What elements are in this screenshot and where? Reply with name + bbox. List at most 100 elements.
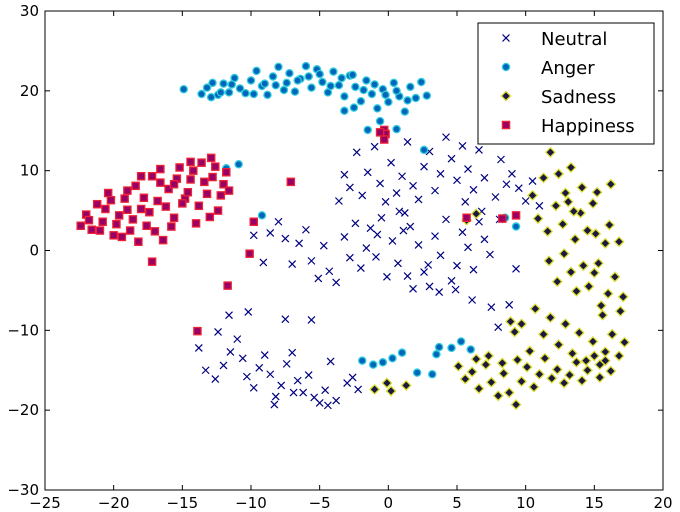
point-sadness xyxy=(581,225,593,237)
point-neutral xyxy=(512,264,520,273)
point-anger xyxy=(428,369,437,379)
point-happiness xyxy=(156,164,165,174)
point-anger xyxy=(290,87,300,96)
point-sadness xyxy=(400,379,412,391)
point-neutral xyxy=(270,400,279,409)
point-neutral xyxy=(281,315,290,324)
point-neutral xyxy=(388,236,397,245)
point-anger xyxy=(412,368,422,377)
point-neutral xyxy=(288,260,297,268)
point-sadness xyxy=(559,187,572,199)
point-neutral xyxy=(497,155,505,164)
point-neutral xyxy=(307,256,316,265)
point-happiness xyxy=(84,215,94,225)
point-anger xyxy=(293,76,302,85)
point-neutral xyxy=(403,272,412,280)
point-happiness xyxy=(186,175,195,184)
point-happiness xyxy=(213,206,223,215)
legend-marker-sadness xyxy=(500,90,512,102)
point-happiness xyxy=(142,221,151,231)
point-happiness xyxy=(511,211,521,220)
point-anger xyxy=(301,61,311,71)
point-happiness xyxy=(208,172,217,182)
x-tick-label: −10 xyxy=(235,494,267,512)
point-anger xyxy=(351,82,360,92)
point-happiness xyxy=(219,179,228,189)
y-tick-label: −30 xyxy=(7,481,39,499)
point-sadness xyxy=(570,285,582,297)
point-sadness xyxy=(511,354,523,366)
point-sadness xyxy=(470,208,482,220)
point-happiness xyxy=(197,158,206,167)
point-anger xyxy=(434,342,444,352)
point-sadness xyxy=(576,181,588,193)
point-sadness xyxy=(613,236,625,248)
point-happiness xyxy=(379,135,389,144)
point-sadness xyxy=(516,375,528,387)
point-sadness xyxy=(509,326,521,338)
point-anger xyxy=(227,80,237,89)
point-sadness xyxy=(485,376,497,388)
point-happiness xyxy=(103,188,113,198)
point-neutral xyxy=(425,282,434,291)
point-happiness xyxy=(223,281,232,290)
point-neutral xyxy=(399,226,408,235)
point-neutral xyxy=(458,228,467,237)
point-neutral xyxy=(398,172,406,181)
point-happiness xyxy=(498,214,507,223)
point-neutral xyxy=(436,251,445,260)
point-sadness xyxy=(551,363,563,375)
point-sadness xyxy=(587,197,599,209)
point-neutral xyxy=(387,158,396,167)
point-neutral xyxy=(424,260,433,269)
point-neutral xyxy=(340,170,349,179)
point-sadness xyxy=(564,369,576,381)
point-anger xyxy=(359,85,368,95)
point-anger xyxy=(202,83,212,92)
point-sadness xyxy=(553,168,565,180)
point-neutral xyxy=(494,323,503,332)
point-sadness xyxy=(603,219,615,231)
point-happiness xyxy=(95,226,105,235)
series-neutral xyxy=(194,128,544,410)
point-neutral xyxy=(461,197,470,206)
y-tick-label: 30 xyxy=(20,2,39,20)
point-neutral xyxy=(242,372,251,381)
point-anger xyxy=(197,89,206,99)
point-neutral xyxy=(225,311,233,320)
point-anger xyxy=(362,76,371,85)
point-neutral xyxy=(464,165,472,173)
point-anger xyxy=(466,345,475,354)
point-neutral xyxy=(325,267,334,276)
point-anger xyxy=(179,84,188,94)
point-sadness xyxy=(381,377,393,389)
point-neutral xyxy=(468,296,477,304)
point-anger xyxy=(279,85,289,95)
point-neutral xyxy=(219,361,228,370)
point-neutral xyxy=(447,276,456,285)
point-neutral xyxy=(435,288,444,296)
point-neutral xyxy=(372,252,380,261)
legend: Neutral Anger Sadness Happiness xyxy=(477,22,655,145)
point-anger xyxy=(422,91,432,100)
point-happiness xyxy=(136,204,146,214)
point-sadness xyxy=(558,248,570,260)
point-neutral xyxy=(403,138,412,146)
point-happiness xyxy=(150,227,160,236)
x-tick-label: 20 xyxy=(653,494,672,512)
point-neutral xyxy=(314,274,323,283)
point-neutral xyxy=(505,300,514,309)
point-happiness xyxy=(189,166,198,175)
y-tick-label: 0 xyxy=(29,242,39,260)
x-tick-label: 10 xyxy=(516,494,535,512)
point-happiness xyxy=(161,202,171,211)
x-tick-label: −5 xyxy=(309,494,331,512)
point-neutral xyxy=(451,285,460,294)
legend-marker-neutral xyxy=(502,34,510,42)
point-neutral xyxy=(362,244,371,253)
point-anger xyxy=(235,84,245,93)
point-neutral xyxy=(315,399,324,407)
point-anger xyxy=(224,88,234,97)
point-sadness xyxy=(576,375,588,387)
axis-ticks: −25 −20 −15 −10 −5 0 5 10 15 20 −30 −20 −10 0 10 20 30 xyxy=(7,2,672,512)
